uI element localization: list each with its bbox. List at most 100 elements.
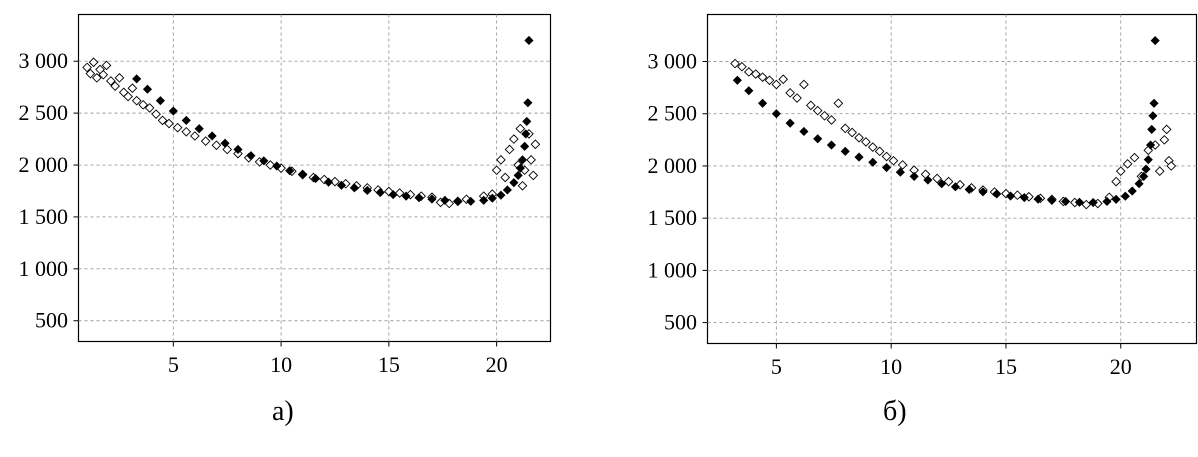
y-tick-label: 3 000 [648, 49, 698, 74]
filled-diamond-point [298, 170, 308, 180]
filled-diamond-point [937, 179, 947, 189]
open-diamond-point [526, 154, 536, 165]
filled-diamond-point [487, 193, 497, 203]
scatter-chart-a: 5 10 15 20 500 1 000 1 500 2 000 2 500 3 000 а) [0, 0, 590, 457]
open-diamond-point [840, 123, 851, 134]
open-diamond-point [500, 172, 511, 183]
filled-diamond-point [496, 190, 506, 200]
filled-diamond-point [744, 86, 754, 96]
filled-diamond-point [349, 183, 359, 193]
open-diamond-point [164, 118, 174, 129]
filled-diamond-point [521, 129, 531, 139]
filled-diamond-point [513, 170, 523, 180]
filled-diamond-point [517, 155, 528, 165]
open-diamond-point [151, 109, 161, 119]
filled-diamond-point [259, 156, 269, 166]
scatter-chart-b: 5 10 15 20 500 1 000 1 500 2 000 2 500 3 000 б) [600, 0, 1198, 457]
open-diamond-point [854, 132, 864, 143]
open-diamond-point [1154, 166, 1165, 177]
x-tick-label: 20 [486, 352, 508, 377]
open-diamond-point [509, 134, 519, 144]
filled-diamond-point [522, 116, 532, 126]
filled-diamond-point [272, 161, 282, 171]
filled-diamond-point [194, 124, 204, 134]
open-diamond-point [833, 98, 844, 109]
filled-diamond-point [813, 134, 823, 144]
open-diamond-point [874, 146, 885, 157]
filled-diamond-point [1148, 111, 1158, 121]
filled-diamond-point [375, 187, 385, 198]
open-diamond-point [764, 75, 775, 86]
open-diamond-point [743, 67, 754, 77]
chart-b-plot-frame [706, 13, 1198, 345]
open-diamond-point [528, 170, 539, 181]
x-tick-label: 10 [270, 352, 292, 377]
filled-diamond-point [502, 185, 512, 195]
open-diamond-point [888, 155, 899, 166]
open-diamond-point [805, 100, 816, 111]
x-tick-label: 20 [1110, 354, 1132, 379]
filled-diamond-point [1061, 196, 1071, 207]
open-diamond-point [799, 79, 809, 90]
open-diamond-point [101, 60, 112, 71]
filled-diamond-point [1019, 193, 1029, 203]
filled-diamond-point [523, 98, 533, 108]
filled-diamond-point [181, 115, 191, 125]
filled-diamond-point [950, 182, 961, 192]
filled-diamond-point [1088, 197, 1098, 208]
open-diamond-point [1166, 161, 1177, 171]
open-diamond-point [1115, 166, 1126, 177]
filled-diamond-point [1111, 194, 1121, 204]
open-diamond-point [1001, 188, 1011, 199]
filled-diamond-point [466, 196, 476, 206]
open-diamond-point [750, 69, 761, 79]
filled-diamond-point [132, 74, 142, 84]
filled-diamond-point [311, 173, 321, 184]
open-diamond-point [504, 144, 515, 155]
filled-diamond-point [771, 109, 781, 119]
filled-diamond-point [388, 190, 398, 200]
filled-diamond-point [453, 196, 463, 206]
y-tick-label: 500 [35, 308, 68, 333]
filled-diamond-point [1143, 155, 1153, 165]
y-tick-label: 1 000 [19, 256, 69, 281]
filled-diamond-point [1147, 124, 1157, 134]
x-tick-label: 5 [168, 352, 179, 377]
filled-diamond-point [479, 195, 489, 205]
open-diamond-point [88, 57, 99, 68]
filled-diamond-point [1149, 98, 1159, 108]
open-diamond-point [1159, 134, 1170, 145]
filled-diamond-point [1139, 171, 1149, 181]
filled-diamond-point [246, 151, 256, 161]
filled-diamond-point [1102, 196, 1112, 207]
open-diamond-point [144, 103, 155, 113]
y-tick-label: 1 500 [648, 205, 698, 230]
chart-a-svg: 5 10 15 20 500 1 000 1 500 2 000 2 500 3 000 [19, 13, 552, 377]
filled-diamond-point [895, 167, 905, 177]
open-diamond-point [138, 99, 148, 110]
open-diamond-point [114, 72, 125, 83]
open-diamond-point [515, 123, 526, 134]
open-diamond-point [517, 180, 528, 191]
filled-diamond-point [799, 126, 809, 137]
x-tick-label: 10 [880, 354, 902, 379]
open-diamond-point [778, 74, 789, 85]
open-diamond-point [932, 173, 942, 184]
open-diamond-point [861, 137, 871, 147]
filled-diamond-point [401, 191, 411, 201]
open-diamond-point [847, 127, 857, 138]
open-diamond-point [1111, 176, 1121, 187]
panel-label-b: б) [883, 396, 907, 427]
open-diamond-point [730, 58, 740, 69]
filled-diamond-point [1047, 195, 1057, 205]
y-tick-label: 3 000 [19, 48, 69, 73]
x-tick-label: 5 [771, 354, 782, 379]
y-tick-label: 2 000 [648, 153, 698, 178]
filled-diamond-point [414, 193, 424, 203]
filled-diamond-point [923, 175, 933, 185]
filled-diamond-point [440, 195, 450, 205]
filled-diamond-point [1134, 179, 1144, 189]
panel-label-a: а) [272, 396, 294, 427]
x-tick-label: 15 [378, 352, 400, 377]
filled-diamond-point [1150, 36, 1160, 46]
